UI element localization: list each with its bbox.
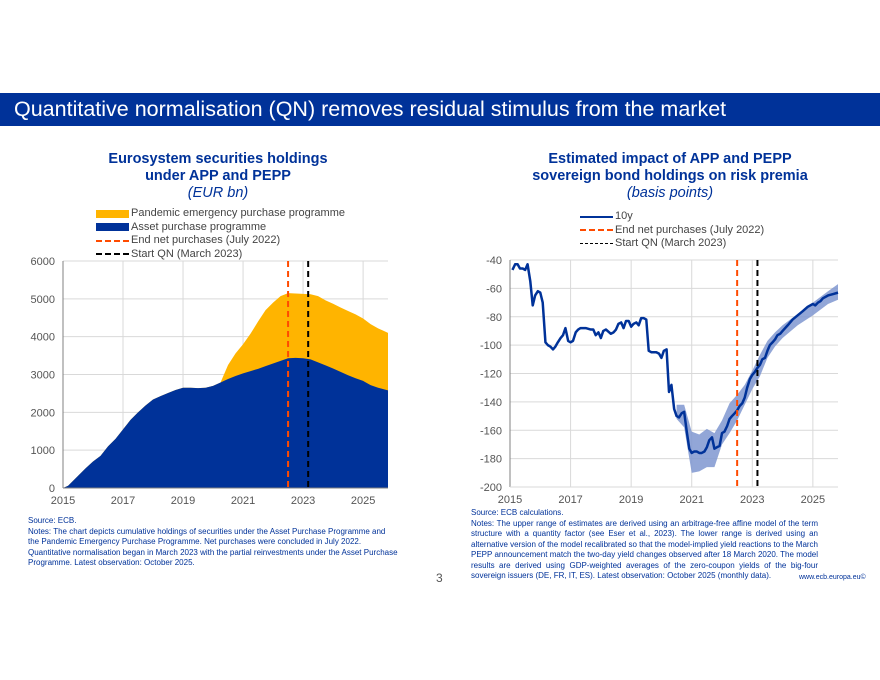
left-x-tick-label: 2025: [351, 495, 375, 507]
10y-swatch: [580, 215, 613, 218]
left-chart-title: Eurosystem securities holdings under APP…: [58, 151, 378, 202]
legend-label-end-net-right: End net purchases (July 2022): [615, 223, 765, 236]
right-y-tick-label: -200: [480, 482, 502, 494]
left-x-tick-label: 2021: [231, 495, 255, 507]
left-x-tick-label: 2017: [111, 495, 135, 507]
left-source: Source: ECB.: [28, 516, 77, 525]
left-chart-subtitle: (EUR bn): [187, 185, 249, 201]
right-x-tick-label: 2019: [619, 494, 643, 506]
estimate-range-band: [676, 284, 838, 473]
right-x-tick-label: 2017: [558, 494, 582, 506]
legend-item-app: Asset purchase programme: [96, 221, 345, 235]
app-swatch: [96, 223, 129, 232]
left-y-tick-label: 1000: [31, 445, 55, 457]
right-x-tick-label: 2015: [498, 494, 522, 506]
left-y-tick-label: 6000: [31, 256, 55, 268]
legend-label-app: Asset purchase programme: [131, 220, 267, 233]
left-chart-legend: Pandemic emergency purchase programme As…: [96, 207, 345, 261]
left-x-tick-label: 2019: [171, 495, 195, 507]
right-y-tick-label: -180: [480, 454, 502, 466]
right-x-tick-label: 2025: [801, 494, 825, 506]
right-chart-subtitle: (basis points): [626, 185, 714, 201]
left-notes-text: Notes: The chart depicts cumulative hold…: [28, 526, 398, 568]
legend-label-end-net: End net purchases (July 2022): [131, 234, 281, 246]
slide-title: Quantitative normalisation (QN) removes …: [14, 97, 727, 121]
left-y-tick-label: 2000: [31, 407, 55, 419]
end-net-swatch: [96, 239, 129, 242]
legend-item-end-net-right: End net purchases (July 2022): [580, 224, 764, 238]
left-y-tick-label: 5000: [31, 294, 55, 306]
legend-label-pepp: Pandemic emergency purchase programme: [131, 207, 345, 219]
right-y-tick-label: -40: [486, 255, 502, 267]
right-y-tick-label: -100: [480, 340, 502, 352]
right-chart-title-line2: sovereign bond holdings on risk premia: [532, 168, 808, 184]
left-chart-title-line2: under APP and PEPP: [145, 168, 291, 184]
right-y-tick-label: -60: [486, 283, 502, 295]
slide-title-bar: Quantitative normalisation (QN) removes …: [0, 93, 880, 126]
left-notes: Source: ECB. Notes: The chart depicts cu…: [28, 516, 398, 569]
10y-line: [511, 263, 839, 455]
legend-label-start-qn: Start QN (March 2023): [131, 247, 243, 260]
legend-label-10y: 10y: [615, 210, 633, 222]
left-y-tick-label: 3000: [31, 370, 55, 382]
right-y-tick-label: -160: [480, 425, 502, 437]
right-notes: Source: ECB calculations. Notes: The upp…: [471, 508, 818, 582]
end-net-swatch-right: [580, 229, 613, 232]
left-y-tick-label: 0: [49, 483, 55, 495]
start-qn-swatch: [96, 253, 129, 256]
right-x-tick-label: 2023: [740, 494, 764, 506]
legend-item-start-qn-right: Start QN (March 2023): [580, 237, 764, 251]
legend-label-start-qn-right: Start QN (March 2023): [615, 237, 727, 249]
right-y-tick-label: -120: [480, 369, 502, 381]
left-x-tick-label: 2023: [291, 495, 315, 507]
right-notes-text: Notes: The upper range of estimates are …: [471, 518, 818, 581]
app-area: [63, 357, 388, 488]
right-chart-title-line1: Estimated impact of APP and PEPP: [548, 151, 792, 167]
legend-item-start-qn: Start QN (March 2023): [96, 248, 345, 262]
left-y-tick-label: 4000: [31, 332, 55, 344]
right-chart-legend: 10y End net purchases (July 2022) Start …: [580, 210, 764, 251]
page-number: 3: [436, 571, 443, 585]
left-chart-title-line1: Eurosystem securities holdings: [108, 151, 328, 167]
pepp-swatch: [96, 209, 129, 218]
right-y-tick-label: -140: [480, 397, 502, 409]
right-chart-title: Estimated impact of APP and PEPP soverei…: [500, 151, 840, 202]
legend-item-pepp: Pandemic emergency purchase programme: [96, 207, 345, 221]
left-x-tick-label: 2015: [51, 495, 75, 507]
start-qn-swatch-right: [580, 243, 613, 245]
legend-item-10y: 10y: [580, 210, 764, 224]
right-x-tick-label: 2021: [679, 494, 703, 506]
legend-item-end-net: End net purchases (July 2022): [96, 234, 345, 248]
right-y-tick-label: -80: [486, 312, 502, 324]
footer-url[interactable]: www.ecb.europa.eu©: [799, 574, 866, 581]
right-source: Source: ECB calculations.: [471, 508, 564, 517]
